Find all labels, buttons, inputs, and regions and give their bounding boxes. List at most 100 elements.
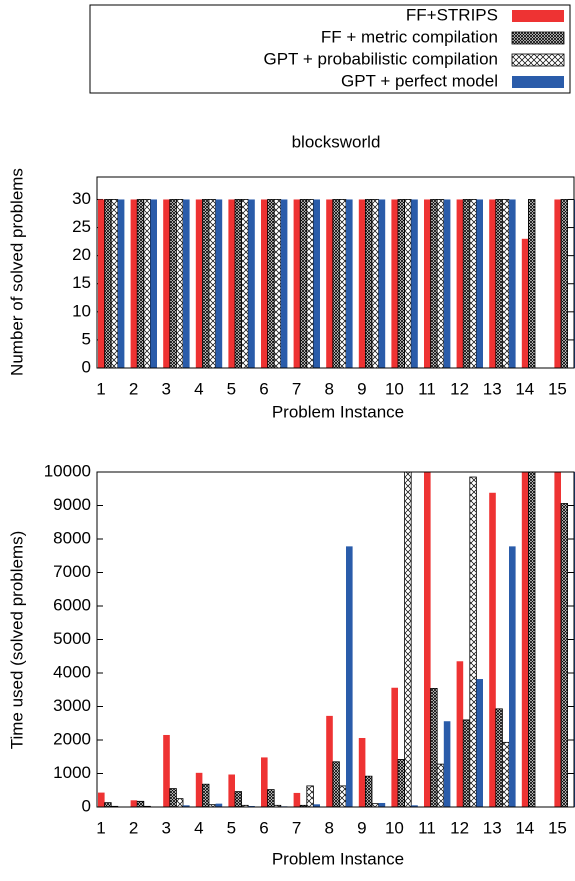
bar <box>391 688 398 807</box>
bar <box>476 679 483 807</box>
bar <box>470 477 477 807</box>
x-tick-label: 12 <box>450 818 469 837</box>
y-axis-label: Number of solved problems <box>7 168 26 376</box>
bar <box>476 199 483 368</box>
bar <box>554 472 561 807</box>
y-tick-label: 5000 <box>53 629 91 648</box>
bar <box>228 199 235 368</box>
bar <box>463 199 470 368</box>
x-tick-label: 14 <box>515 379 534 398</box>
bar <box>300 199 307 368</box>
bar <box>183 199 190 368</box>
legend-label: FF + metric compilation <box>321 27 498 46</box>
bar <box>489 199 496 368</box>
x-tick-label: 4 <box>194 818 203 837</box>
y-tick-label: 10 <box>72 301 91 320</box>
bar <box>118 199 125 368</box>
bar <box>391 199 398 368</box>
y-tick-label: 0 <box>82 357 91 376</box>
y-tick-label: 30 <box>72 189 91 208</box>
y-tick-label: 1000 <box>53 763 91 782</box>
x-tick-label: 8 <box>324 379 333 398</box>
bar <box>268 790 275 807</box>
bar <box>144 199 151 368</box>
bar <box>470 199 477 368</box>
bar <box>489 493 496 807</box>
bar <box>261 757 268 807</box>
x-tick-label: 5 <box>227 818 236 837</box>
bar <box>405 199 412 368</box>
bar <box>228 775 235 807</box>
bar <box>502 199 509 368</box>
bar <box>307 786 314 807</box>
legend-label: FF+STRIPS <box>406 5 498 24</box>
y-tick-label: 8000 <box>53 528 91 547</box>
y-tick-label: 25 <box>72 217 91 236</box>
x-tick-label: 10 <box>385 818 404 837</box>
x-tick-label: 9 <box>357 818 366 837</box>
legend-swatch <box>512 54 564 66</box>
x-tick-label: 5 <box>227 379 236 398</box>
y-tick-label: 6000 <box>53 595 91 614</box>
y-tick-label: 7000 <box>53 562 91 581</box>
x-tick-label: 8 <box>324 818 333 837</box>
bar <box>176 799 183 807</box>
x-axis-label: Problem Instance <box>272 402 404 421</box>
y-tick-label: 9000 <box>53 495 91 514</box>
x-tick-label: 15 <box>548 379 567 398</box>
bar <box>242 199 249 368</box>
bar <box>457 199 464 368</box>
bar <box>496 199 503 368</box>
bar <box>431 199 438 368</box>
bar <box>457 661 464 807</box>
y-tick-label: 20 <box>72 245 91 264</box>
bar <box>131 800 138 807</box>
bar <box>326 716 333 807</box>
bar <box>294 199 301 368</box>
bar <box>196 773 203 807</box>
bar <box>502 742 509 807</box>
bar <box>509 199 516 368</box>
bar <box>379 803 386 807</box>
legend-label: GPT + perfect model <box>341 71 498 90</box>
bar <box>411 199 418 368</box>
bar <box>365 199 372 368</box>
bar <box>274 199 281 368</box>
bar <box>463 720 470 807</box>
bar <box>248 199 255 368</box>
bar <box>372 804 379 807</box>
bar <box>333 762 340 807</box>
bar <box>333 199 340 368</box>
bar <box>307 199 314 368</box>
y-tick-label: 4000 <box>53 662 91 681</box>
x-tick-label: 2 <box>129 379 138 398</box>
bar <box>424 199 431 368</box>
bar <box>339 199 346 368</box>
x-tick-label: 9 <box>357 379 366 398</box>
x-tick-label: 3 <box>161 818 170 837</box>
bar <box>294 793 301 807</box>
bar <box>176 199 183 368</box>
bar <box>372 199 379 368</box>
bar <box>131 199 138 368</box>
bar <box>437 199 444 368</box>
x-tick-label: 1 <box>96 379 105 398</box>
bar <box>528 472 535 807</box>
bar <box>522 472 529 807</box>
bar <box>216 804 223 807</box>
bar <box>522 239 529 368</box>
x-tick-label: 14 <box>515 818 534 837</box>
bar <box>359 199 366 368</box>
y-tick-label: 10000 <box>44 461 91 480</box>
y-tick-label: 5 <box>82 329 91 348</box>
x-tick-label: 11 <box>418 818 436 837</box>
bar <box>528 199 535 368</box>
y-tick-label: 2000 <box>53 729 91 748</box>
legend-swatch <box>512 32 564 44</box>
bar <box>444 199 451 368</box>
bar <box>170 199 177 368</box>
bar <box>235 199 242 368</box>
bar <box>431 688 438 807</box>
bar <box>105 199 112 368</box>
